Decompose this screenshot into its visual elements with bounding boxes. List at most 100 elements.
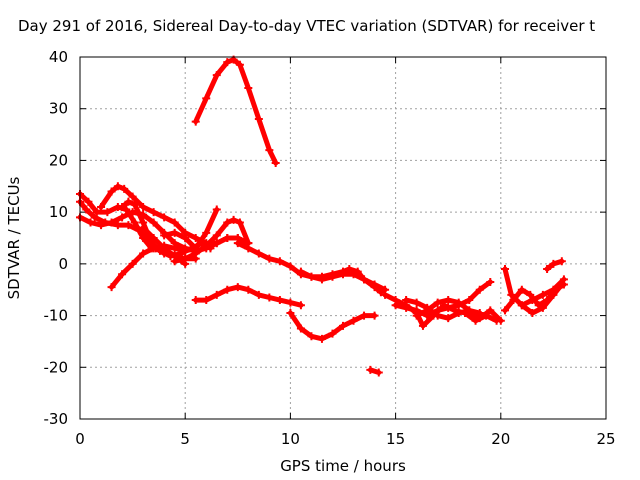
data-point xyxy=(160,244,169,253)
data-point xyxy=(82,205,91,214)
data-point xyxy=(128,192,137,201)
data-point xyxy=(381,290,390,299)
series-arc-n xyxy=(366,365,383,377)
data-point xyxy=(501,265,510,274)
series-arc-u xyxy=(517,280,566,317)
data-point xyxy=(412,311,421,320)
data-point xyxy=(97,202,106,211)
data-points xyxy=(76,55,568,377)
series-line xyxy=(544,258,565,272)
data-point xyxy=(526,290,535,299)
x-tick-label: 25 xyxy=(596,430,615,448)
data-point xyxy=(212,205,221,214)
data-point xyxy=(286,308,295,317)
data-point xyxy=(130,218,139,227)
data-point xyxy=(275,257,284,266)
data-point xyxy=(370,311,379,320)
data-point xyxy=(538,290,547,299)
data-point xyxy=(90,213,99,222)
data-point xyxy=(317,275,326,284)
data-point xyxy=(517,301,526,310)
data-point xyxy=(202,296,211,305)
data-point xyxy=(366,365,375,374)
data-point xyxy=(139,202,148,211)
series-line xyxy=(161,230,199,251)
data-point xyxy=(170,228,179,237)
data-point xyxy=(118,202,127,211)
data-point xyxy=(107,187,116,196)
data-point xyxy=(235,60,244,69)
data-point xyxy=(149,234,158,242)
grid-lines xyxy=(80,57,606,419)
data-point xyxy=(244,84,253,93)
data-point xyxy=(124,197,133,206)
data-point xyxy=(360,311,369,320)
series-line xyxy=(77,209,241,254)
data-point xyxy=(402,296,411,305)
data-point xyxy=(349,270,358,279)
data-point xyxy=(120,184,129,193)
data-point xyxy=(486,277,495,286)
data-point xyxy=(549,259,558,268)
data-point xyxy=(86,218,95,227)
series-arc-m xyxy=(286,308,379,343)
series-line xyxy=(393,279,493,319)
series-arc-h xyxy=(139,223,190,268)
data-point xyxy=(107,283,116,292)
data-point xyxy=(528,308,537,317)
data-point xyxy=(97,221,106,230)
y-tick-label: 0 xyxy=(58,255,68,273)
data-point xyxy=(181,234,190,242)
y-tick-label: 10 xyxy=(49,203,68,221)
data-point xyxy=(296,301,305,310)
series-arc-v xyxy=(543,257,566,274)
y-tick-label: 30 xyxy=(49,100,68,118)
x-tick-label: 15 xyxy=(386,430,405,448)
data-point xyxy=(118,270,127,279)
data-point xyxy=(433,311,442,320)
data-point xyxy=(128,259,137,268)
series-line xyxy=(98,183,251,246)
data-point xyxy=(113,221,122,230)
data-point xyxy=(517,285,526,294)
data-point xyxy=(475,285,484,294)
data-point xyxy=(191,244,200,253)
series-arc-j xyxy=(233,239,385,297)
data-point xyxy=(402,303,411,312)
chart-title: Day 291 of 2016, Sidereal Day-to-day VTE… xyxy=(18,17,595,35)
data-point xyxy=(212,239,221,248)
data-point xyxy=(212,71,221,80)
data-point xyxy=(549,290,558,299)
data-point xyxy=(244,244,253,253)
x-tick-label: 5 xyxy=(180,430,190,448)
plot-frame xyxy=(79,56,607,420)
data-point xyxy=(139,249,148,258)
data-point xyxy=(130,200,139,209)
tick-labels: 0 5 10 15 20 25 -30 -20 -10 0 10 20 30 40 xyxy=(44,48,616,448)
series-arc-r xyxy=(402,296,484,323)
data-point xyxy=(122,205,131,214)
data-point xyxy=(454,298,463,307)
series-arc-high xyxy=(191,55,280,168)
data-point xyxy=(170,252,179,261)
data-point xyxy=(118,213,127,222)
data-point xyxy=(84,197,93,206)
data-point xyxy=(509,296,518,305)
series-line xyxy=(193,57,279,166)
data-point xyxy=(170,244,179,253)
data-point xyxy=(223,234,232,242)
data-point xyxy=(370,280,379,289)
data-point xyxy=(235,218,244,227)
data-point xyxy=(433,298,442,307)
data-point xyxy=(229,215,238,224)
data-point xyxy=(496,316,505,325)
data-point xyxy=(254,115,263,124)
data-point xyxy=(391,301,400,310)
data-point xyxy=(501,306,510,315)
data-point xyxy=(149,218,158,227)
data-point xyxy=(475,308,484,317)
data-point xyxy=(507,290,516,299)
y-axis-label: SDTVAR / TECUs xyxy=(5,176,23,299)
data-point xyxy=(223,218,232,227)
data-point xyxy=(444,314,453,323)
